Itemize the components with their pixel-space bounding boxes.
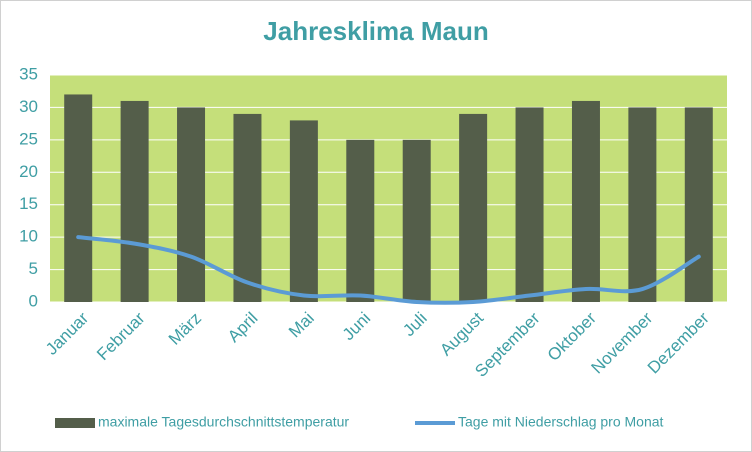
bar [515,107,544,302]
y-tick-label: 20 [19,162,38,181]
legend-label: Tage mit Niederschlag pro Monat [458,414,664,430]
bar [120,100,149,302]
bar [346,139,375,302]
chart-title: Jahresklima Maun [263,16,488,46]
bar [402,139,431,302]
bar [684,107,713,302]
plot-area [50,75,727,302]
y-tick-label: 0 [29,291,38,310]
line [76,235,701,305]
y-tick-label: 15 [19,194,38,213]
bar [64,94,93,302]
bar [233,113,262,303]
bar [571,100,600,302]
y-tick-label: 25 [19,129,38,148]
y-tick-label: 10 [19,227,38,246]
y-tick-label: 30 [19,97,38,116]
bar [177,107,206,302]
bar [289,120,318,303]
bar [459,113,488,303]
legend-swatch [55,418,95,428]
bar [628,107,657,302]
legend: maximale Tagesdurchschnittstemperatur Tag… [55,414,664,430]
y-tick-label: 35 [19,64,38,83]
y-tick-label: 5 [29,259,38,278]
legend-label: maximale Tagesdurchschnittstemperatur [98,414,349,430]
